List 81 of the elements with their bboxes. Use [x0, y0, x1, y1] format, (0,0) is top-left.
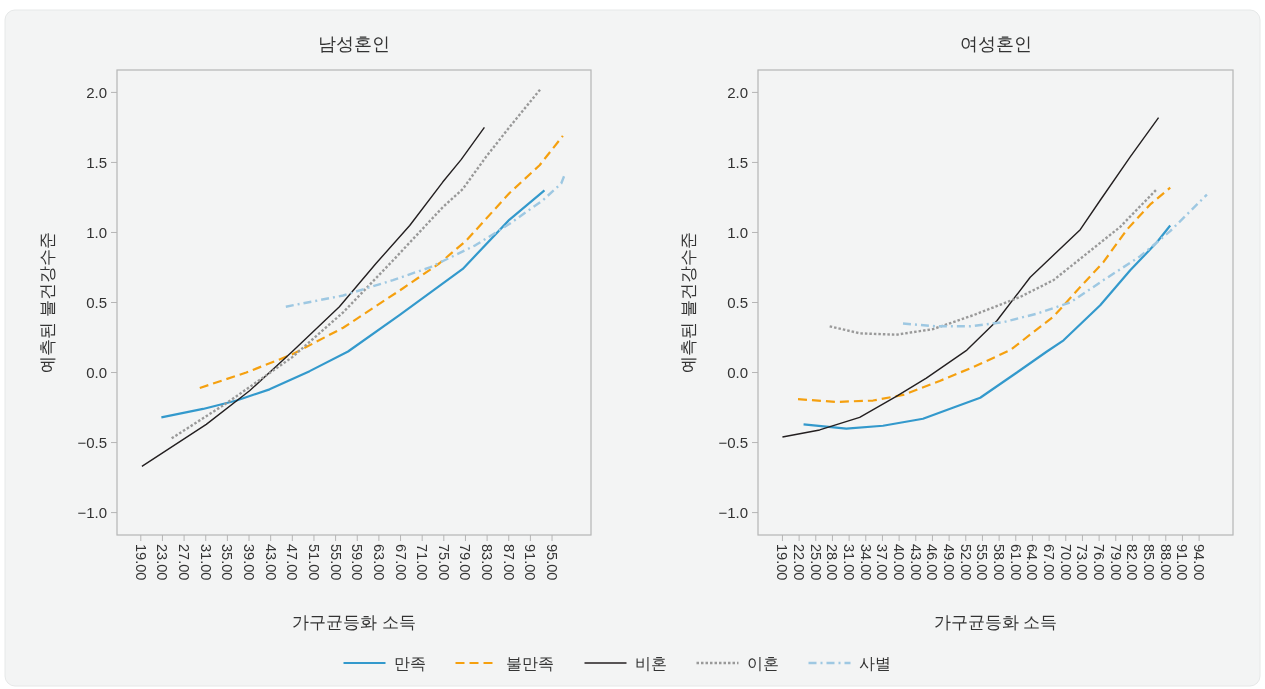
x-tick-label: 83.00 — [479, 544, 496, 581]
y-tick-label: 1.5 — [86, 153, 107, 171]
x-tick-label: 67.00 — [392, 544, 409, 581]
x-tick-label: 40.00 — [891, 544, 908, 581]
x-tick-label: 27.00 — [176, 544, 193, 581]
x-tick-label: 71.00 — [414, 544, 431, 581]
x-tick-label: 87.00 — [500, 544, 517, 581]
x-tick-label: 82.00 — [1124, 544, 1141, 581]
x-tick-label: 91.00 — [522, 544, 539, 581]
x-axis-title: 가구균등화 소득 — [292, 612, 416, 632]
y-tick-label: 0.0 — [86, 364, 107, 382]
x-tick-label: 52.00 — [957, 544, 974, 581]
x-tick-label: 61.00 — [1007, 544, 1024, 581]
legend-label: 이혼 — [746, 654, 779, 672]
legend-label: 만족 — [393, 654, 426, 672]
y-tick-label: −0.5 — [77, 434, 107, 452]
line-series — [796, 186, 1172, 404]
x-tick-label: 91.00 — [1174, 544, 1191, 581]
line-series — [901, 193, 1209, 328]
chart-title: 남성혼인 — [318, 34, 390, 54]
y-tick-label: 1.5 — [727, 153, 748, 171]
x-tick-label: 94.00 — [1191, 544, 1208, 581]
y-axis-title: 예측된 불건강수준 — [37, 232, 57, 373]
y-tick-label: 2.0 — [727, 83, 748, 101]
y-tick-label: 0.5 — [86, 294, 107, 311]
line-series — [284, 173, 566, 308]
line-series — [198, 134, 564, 390]
y-tick-label: 1.0 — [727, 223, 748, 241]
x-tick-label: 39.00 — [241, 544, 258, 581]
x-tick-label: 34.00 — [857, 544, 874, 581]
x-tick-label: 59.00 — [349, 544, 366, 581]
x-tick-label: 31.00 — [841, 544, 858, 581]
x-tick-label: 25.00 — [807, 544, 824, 581]
x-tick-label: 85.00 — [1141, 544, 1158, 581]
x-tick-label: 49.00 — [941, 544, 958, 581]
x-tick-label: 75.00 — [435, 544, 452, 581]
line-series — [160, 189, 546, 419]
x-tick-label: 55.00 — [327, 544, 344, 581]
x-tick-label: 35.00 — [219, 544, 236, 581]
x-tick-label: 22.00 — [791, 544, 808, 581]
line-series — [170, 87, 543, 440]
legend-label: 비혼 — [634, 654, 667, 672]
x-tick-label: 46.00 — [924, 544, 941, 581]
line-series — [802, 224, 1172, 430]
x-tick-label: 95.00 — [544, 544, 561, 581]
x-tick-label: 67.00 — [1041, 544, 1058, 581]
x-tick-label: 88.00 — [1157, 544, 1174, 581]
x-tick-label: 79.00 — [1107, 544, 1124, 581]
x-axis-title: 가구균등화 소득 — [933, 612, 1058, 632]
y-tick-label: −1.0 — [718, 504, 748, 522]
x-tick-label: 43.00 — [262, 544, 279, 581]
x-tick-label: 51.00 — [305, 544, 322, 581]
y-tick-label: 2.0 — [86, 83, 107, 101]
x-tick-label: 31.00 — [197, 544, 214, 581]
y-tick-label: 0.0 — [727, 364, 748, 382]
x-tick-label: 47.00 — [284, 544, 301, 581]
x-tick-label: 63.00 — [370, 544, 387, 581]
x-tick-label: 76.00 — [1091, 544, 1108, 581]
x-tick-label: 43.00 — [907, 544, 924, 581]
legend-label: 사별 — [858, 654, 891, 672]
y-tick-label: −0.5 — [718, 434, 748, 452]
x-tick-label: 23.00 — [154, 544, 171, 581]
x-tick-label: 55.00 — [974, 544, 991, 581]
y-tick-label: 1.0 — [86, 223, 107, 241]
x-tick-label: 28.00 — [824, 544, 841, 581]
x-tick-label: 70.00 — [1057, 544, 1074, 581]
legend-label: 불만족 — [505, 654, 554, 672]
x-tick-label: 79.00 — [457, 544, 474, 581]
line-series — [141, 126, 486, 468]
y-tick-label: −1.0 — [77, 504, 107, 522]
x-tick-label: 37.00 — [874, 544, 891, 581]
x-tick-label: 19.00 — [132, 544, 149, 581]
y-tick-label: 0.5 — [727, 294, 748, 311]
line-series — [781, 116, 1160, 438]
x-tick-label: 64.00 — [1024, 544, 1041, 581]
x-tick-label: 19.00 — [774, 544, 791, 581]
x-tick-label: 58.00 — [991, 544, 1008, 581]
chart-title: 여성혼인 — [959, 34, 1032, 54]
y-axis-title: 예측된 불건강수준 — [678, 232, 698, 373]
x-tick-label: 73.00 — [1074, 544, 1091, 581]
line-series — [828, 187, 1159, 336]
